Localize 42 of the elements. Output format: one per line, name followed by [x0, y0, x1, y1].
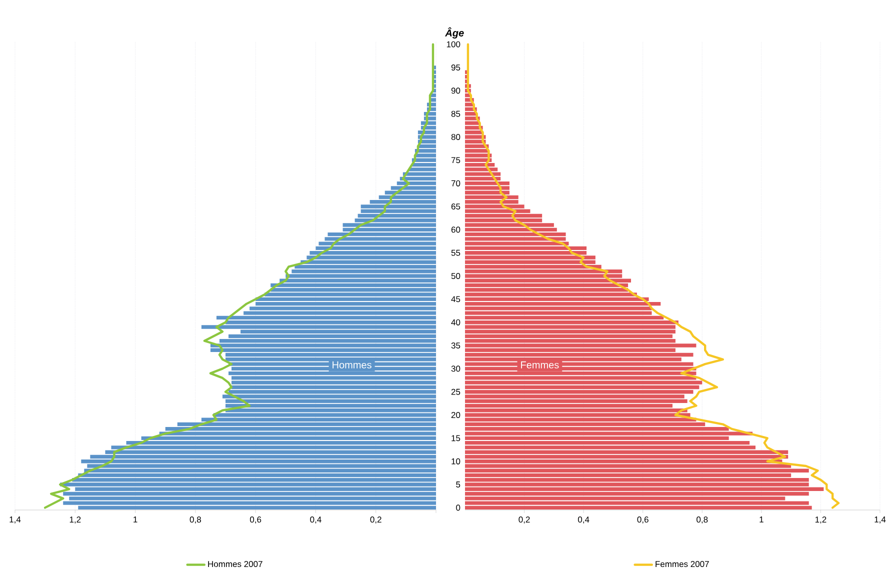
y-tick-label: 60 [451, 226, 460, 233]
y-axis-title: Âge [444, 27, 464, 38]
bar [225, 404, 436, 408]
x-tick-label: 0,6 [637, 516, 648, 524]
y-tick-label: 20 [451, 412, 460, 418]
y-tick-label: 5 [456, 482, 460, 488]
y-tick-label: 75 [451, 157, 460, 164]
x-tick-label: 0,6 [250, 516, 262, 524]
x-tick-label: 0,4 [578, 516, 590, 524]
y-tick-label: 30 [451, 366, 460, 372]
y-tick-label: 85 [451, 110, 460, 117]
y-tick-label: 95 [451, 64, 460, 70]
y-tick-label: 15 [452, 435, 460, 442]
y-tick-label: 35 [451, 342, 460, 349]
legend-label: Femmes 2007 [656, 561, 709, 568]
y-tick-label: 100 [446, 41, 460, 48]
x-tick-label: 1,4 [874, 516, 886, 524]
x-tick-label: 0,8 [190, 516, 201, 524]
x-tick-label: 1 [134, 516, 138, 522]
y-tick-label: 0 [456, 504, 460, 511]
annotation: Femmes [521, 361, 559, 368]
x-tick-label: 1,2 [815, 516, 826, 524]
x-tick-label: 1 [760, 516, 764, 522]
y-tick-label: 55 [451, 250, 460, 256]
x-tick-label: 1,4 [10, 516, 21, 524]
y-tick-label: 25 [451, 388, 460, 395]
x-tick-label: 0,2 [518, 516, 530, 524]
y-tick-label: 50 [451, 273, 460, 280]
annotation: Hommes [332, 361, 372, 368]
y-tick-label: 10 [452, 458, 460, 464]
x-tick-label: 1,2 [70, 516, 81, 524]
y-tick-label: 70 [451, 180, 460, 186]
y-tick-label: 65 [451, 203, 460, 210]
y-tick-label: 40 [451, 319, 460, 326]
legend-label: Hommes 2007 [208, 561, 262, 568]
y-tick-label: 45 [451, 296, 460, 302]
bar [465, 334, 673, 338]
y-tick-label: 80 [451, 134, 460, 140]
x-tick-label: 0,8 [696, 516, 708, 524]
x-tick-label: 0,4 [310, 516, 322, 524]
y-tick-label: 90 [451, 88, 460, 94]
x-tick-label: 0,2 [370, 516, 382, 524]
